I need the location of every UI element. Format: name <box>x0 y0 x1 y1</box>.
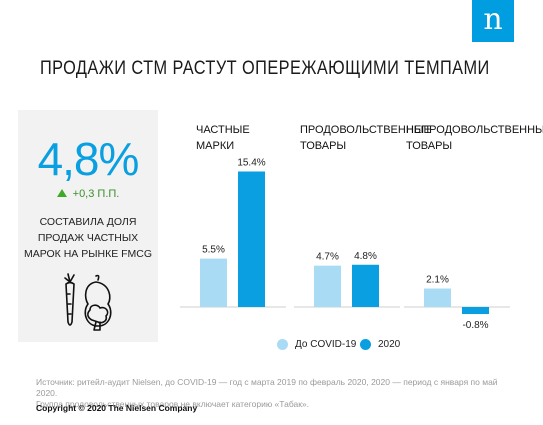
data-label-2-0: 2.1% <box>426 275 449 286</box>
bar-2-1 <box>462 307 489 315</box>
source-line-2: Группа продовольственных товаров не вклю… <box>36 399 310 409</box>
bar-2-0 <box>424 288 451 307</box>
category-label-food: ПРОДОВОЛЬСТВЕННЫЕ ТОВАРЫ <box>300 124 431 152</box>
legend-item-2020: 2020 <box>360 339 400 350</box>
share-description: СОСТАВИЛА ДОЛЯ ПРОДАЖ ЧАСТНЫХ МАРОК НА Р… <box>23 216 153 260</box>
legend-label-pre-covid: До COVID-19 <box>295 339 357 350</box>
highlight-panel: 4,8% +0,3 П.П. СОСТАВИЛА ДОЛЯ ПРОДАЖ ЧАС… <box>18 110 158 342</box>
copyright: Copyright © 2020 The Nielsen Company <box>36 403 198 413</box>
bar-chart: 5.5% 15.4% 4.7% 4.8% 2.1% -0.8% <box>180 157 510 331</box>
bar-0-0 <box>200 258 227 307</box>
bar-1-0 <box>314 265 341 307</box>
private-label-share-value: 4,8% <box>37 133 140 185</box>
data-label-0-0: 5.5% <box>202 245 225 256</box>
data-label-1-1: 4.8% <box>354 251 377 262</box>
bar-1-1 <box>352 264 379 307</box>
category-label-nonfood: НЕПРОДОВОЛЬСТВЕННЫЕ ТОВАРЫ <box>406 124 543 152</box>
source-note: Источник: ритейл-аудит Nielsen, до COVID… <box>36 377 516 410</box>
up-triangle-icon <box>56 189 67 197</box>
legend-label-2020: 2020 <box>378 339 401 350</box>
bar-0-1 <box>238 171 265 307</box>
nielsen-logo: n <box>472 0 514 42</box>
share-change-text: +0,3 П.П. <box>72 188 120 200</box>
data-label-0-1: 15.4% <box>237 157 265 168</box>
legend-item-pre-covid: До COVID-19 <box>277 339 356 350</box>
legend-swatch-pre-covid <box>277 339 288 350</box>
share-change: +0,3 П.П. <box>18 188 158 200</box>
legend-swatch-2020 <box>360 339 371 350</box>
category-label-private: ЧАСТНЫЕ МАРКИ <box>196 124 250 152</box>
data-label-2-1: -0.8% <box>462 320 488 331</box>
data-label-1-0: 4.7% <box>316 252 339 263</box>
source-line-1: Источник: ритейл-аудит Nielsen, до COVID… <box>36 377 498 398</box>
page-title: ПРОДАЖИ СТМ РАСТУТ ОПЕРЕЖАЮЩИМИ ТЕМПАМИ <box>40 58 490 79</box>
vegetables-icon <box>64 273 112 331</box>
